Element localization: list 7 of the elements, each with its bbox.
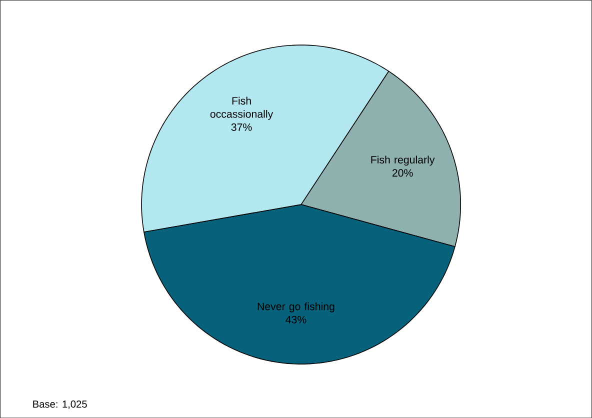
data-label: 43%	[286, 316, 306, 324]
slice-label: Fish regularly	[371, 156, 435, 166]
text: Base: 1,025	[33, 400, 87, 409]
data-label: 20%	[392, 169, 413, 177]
data-label: 37%	[231, 123, 252, 131]
slice-label: Fish occassionally	[210, 96, 274, 120]
slice-label: Never go fishing	[258, 302, 334, 312]
